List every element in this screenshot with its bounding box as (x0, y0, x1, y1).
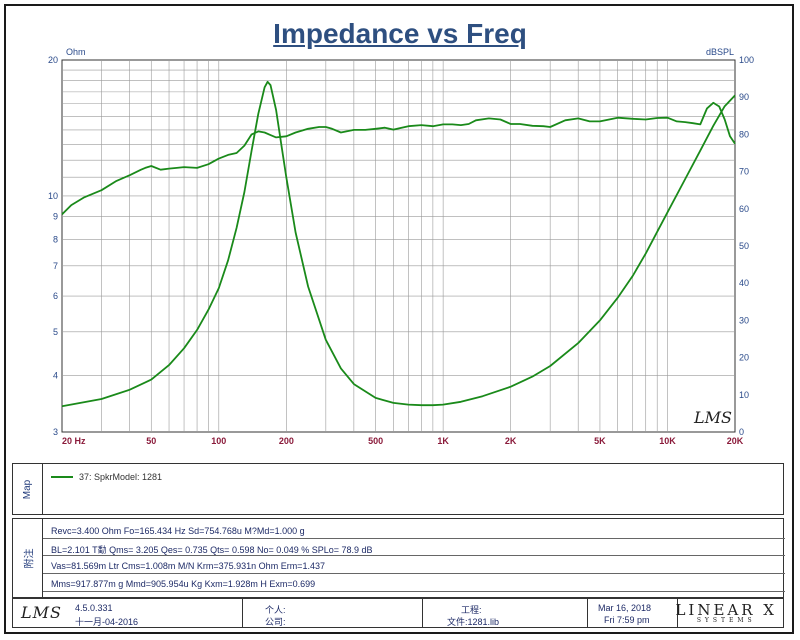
right-tick-label: 50 (739, 241, 749, 251)
chart-title: Impedance vs Freq (273, 18, 527, 49)
left-tick-label: 7 (53, 261, 58, 271)
x-tick-label: 50 (146, 436, 156, 446)
left-tick-label: 3 (53, 427, 58, 437)
right-tick-label: 0 (739, 427, 744, 437)
footer-bar: LMS 4.5.0.331 十一月-04-2016 个人: 公司: 工程: 文件… (12, 598, 784, 628)
impedance-chart: 20 Hz 50 100 200 500 1K 2K 5K 10K 20K345678910200… (48, 47, 754, 446)
x-tick-label: 500 (368, 436, 383, 446)
left-tick-label: 10 (48, 191, 58, 201)
legend-label: 37: SpkrModel: 1281 (79, 472, 163, 482)
right-tick-label: 10 (739, 390, 749, 400)
x-tick-label: 20K (727, 436, 744, 446)
linearx-logo: LINEAR X SYSTEMS (675, 601, 777, 624)
plot-area (61, 59, 736, 433)
right-tick-label: 70 (739, 167, 749, 177)
notes-side-label: 附注 (13, 519, 43, 597)
version-text: 4.5.0.331 (75, 603, 113, 613)
project-cell: 工程: 文件:1281.lib (423, 599, 588, 627)
axis-layer: 20 Hz 50 100 200 500 1K 2K 5K 10K 20K345678910200… (48, 47, 754, 446)
legend-swatch (51, 476, 73, 478)
file-label: 文件:1281.lib (447, 617, 500, 627)
param-text: Revc=3.400 Ohm Fo=165.434 Hz Sd=754.768u… (51, 526, 305, 536)
left-tick-label: 6 (53, 291, 58, 301)
impedance-curve (61, 80, 736, 408)
left-tick-label: 9 (53, 212, 58, 222)
series-layer (61, 80, 736, 408)
param-row: Revc=3.400 Ohm Fo=165.434 Hz Sd=754.768u… (43, 524, 785, 539)
date-text: Mar 16, 2018 (598, 603, 652, 613)
right-axis-label: dBSPL (706, 47, 734, 57)
left-axis-label: Ohm (66, 47, 86, 57)
lms-logo: LMS (21, 603, 62, 622)
x-tick-label: 20 Hz (62, 436, 86, 446)
right-tick-label: 80 (739, 129, 749, 139)
person-cell: 个人: 公司: (243, 599, 423, 627)
param-row: BL=2.101 T勫 Qms= 3.205 Qes= 0.735 Qts= 0… (43, 541, 785, 556)
param-row: Mms=917.877m g Mmd=905.954u Kg Kxm=1.928… (43, 577, 785, 592)
right-tick-label: 60 (739, 204, 749, 214)
param-row: Vas=81.569m Ltr Cms=1.008m M/N Krm=375.9… (43, 559, 785, 574)
map-side-label: Map (13, 464, 43, 514)
person-label: 个人: (265, 605, 286, 615)
param-text: Vas=81.569m Ltr Cms=1.008m M/N Krm=375.9… (51, 561, 325, 571)
build-date-text: 十一月-04-2016 (75, 617, 139, 627)
left-tick-label: 5 (53, 327, 58, 337)
version-cell: LMS 4.5.0.331 十一月-04-2016 (13, 599, 243, 627)
param-text: Mms=917.877m g Mmd=905.954u Kg Kxm=1.928… (51, 579, 316, 589)
right-tick-label: 20 (739, 353, 749, 363)
time-text: Fri 7:59 pm (604, 615, 650, 625)
x-tick-label: 100 (211, 436, 226, 446)
legend-entry[interactable]: 37: SpkrModel: 1281 (51, 472, 162, 482)
x-tick-label: 1K (437, 436, 449, 446)
right-tick-label: 90 (739, 92, 749, 102)
spl-curve (61, 101, 736, 216)
right-tick-label: 100 (739, 55, 754, 65)
parameters-panel: 附注 Revc=3.400 Ohm Fo=165.434 Hz Sd=754.7… (12, 518, 785, 598)
grid-layer (61, 59, 736, 433)
left-tick-label: 8 (53, 235, 58, 245)
company-label: 公司: (265, 617, 286, 627)
x-tick-label: 10K (659, 436, 676, 446)
right-tick-label: 40 (739, 278, 749, 288)
x-tick-label: 2K (505, 436, 517, 446)
map-panel: Map 37: SpkrModel: 1281 (12, 463, 784, 515)
datetime-cell: Mar 16, 2018 Fri 7:59 pm (588, 599, 678, 627)
left-tick-label: 20 (48, 55, 58, 65)
project-label: 工程: (461, 605, 482, 615)
x-tick-label: 200 (279, 436, 294, 446)
left-tick-label: 4 (53, 371, 58, 381)
param-text: BL=2.101 T勫 Qms= 3.205 Qes= 0.735 Qts= 0… (51, 545, 373, 555)
x-tick-label: 5K (594, 436, 606, 446)
lms-watermark: LMS (693, 408, 732, 427)
right-tick-label: 30 (739, 315, 749, 325)
